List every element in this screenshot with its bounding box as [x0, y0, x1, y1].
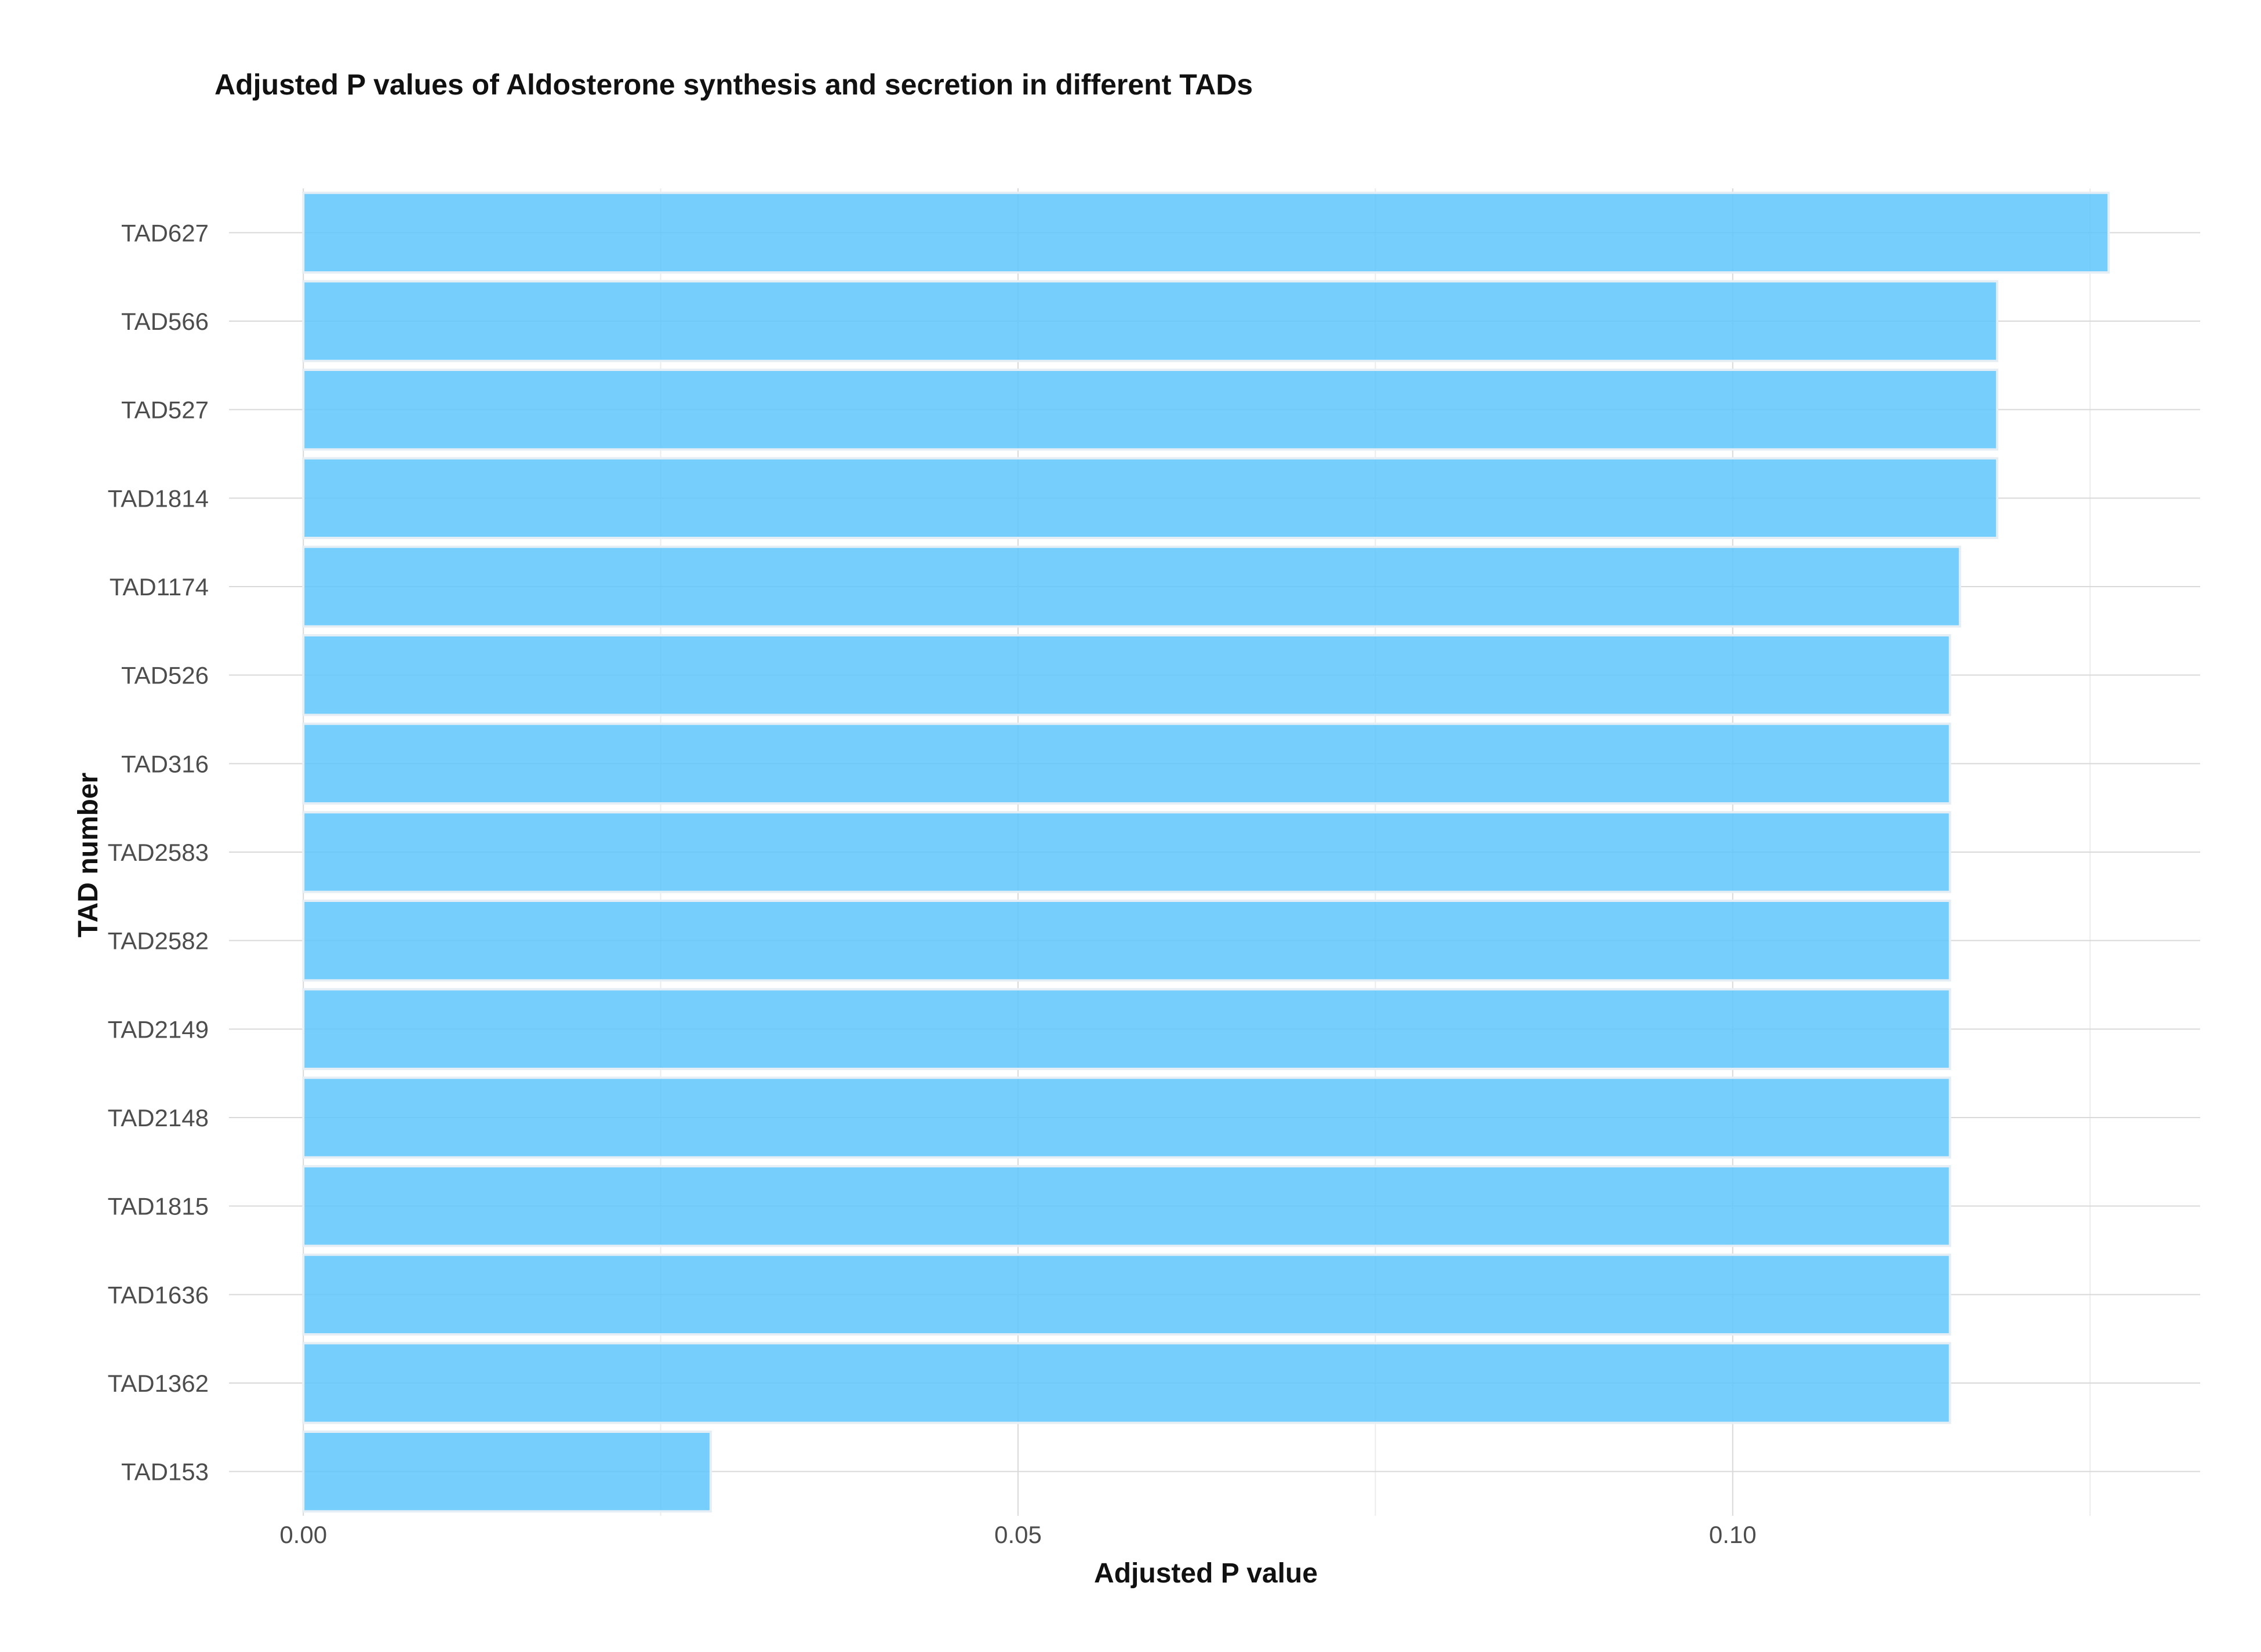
x-tick-label-2: 0.10 — [1709, 1521, 1757, 1548]
bar-tad1815 — [302, 1165, 1951, 1247]
bar-tad2149 — [302, 988, 1951, 1071]
bar-tad1636 — [302, 1253, 1951, 1336]
y-tick-label-tad2583: TAD2583 — [108, 839, 209, 866]
y-tick-label-tad316: TAD316 — [121, 750, 209, 777]
y-tick-label-tad1174: TAD1174 — [110, 573, 209, 601]
bar-tad153 — [302, 1430, 712, 1513]
bar-tad316 — [302, 722, 1951, 805]
x-axis-title: Adjusted P value — [1094, 1558, 1318, 1589]
bar-tad2148 — [302, 1076, 1951, 1159]
y-tick-label-tad627: TAD627 — [121, 219, 209, 246]
y-tick-labels: TAD627 TAD566 TAD527 TAD1814 TAD1174 TAD526 TA… — [108, 219, 209, 1485]
bar-tad627 — [302, 191, 2110, 274]
y-tick-label-tad2148: TAD2148 — [108, 1104, 209, 1131]
bar-layer — [302, 191, 2110, 1513]
y-tick-label-tad1815: TAD1815 — [108, 1193, 209, 1220]
y-tick-label-tad2149: TAD2149 — [108, 1016, 209, 1043]
y-tick-label-tad2582: TAD2582 — [108, 927, 209, 955]
y-tick-label-tad527: TAD527 — [121, 396, 209, 424]
bar-tad526 — [302, 634, 1951, 716]
bar-tad1362 — [302, 1342, 1951, 1424]
bar-tad566 — [302, 280, 1998, 362]
y-tick-label-tad1814: TAD1814 — [108, 485, 209, 512]
bar-tad1174 — [302, 545, 1961, 628]
x-tick-labels: 0.00 0.05 0.10 — [279, 1521, 1756, 1548]
bar-tad1814 — [302, 457, 1998, 540]
y-tick-label-tad526: TAD526 — [121, 662, 209, 689]
bar-tad2582 — [302, 899, 1951, 982]
x-tick-label-0: 0.00 — [279, 1521, 327, 1548]
y-tick-label-tad566: TAD566 — [121, 308, 209, 335]
bar-tad2583 — [302, 811, 1951, 893]
chart-title: Adjusted P values of Aldosterone synthes… — [215, 68, 1253, 101]
x-tick-label-1: 0.05 — [994, 1521, 1042, 1548]
y-axis-title: TAD number — [73, 773, 104, 937]
y-tick-label-tad1362: TAD1362 — [108, 1370, 209, 1397]
bar-tad527 — [302, 368, 1998, 451]
y-tick-label-tad1636: TAD1636 — [108, 1281, 209, 1308]
y-tick-label-tad153: TAD153 — [121, 1458, 209, 1486]
